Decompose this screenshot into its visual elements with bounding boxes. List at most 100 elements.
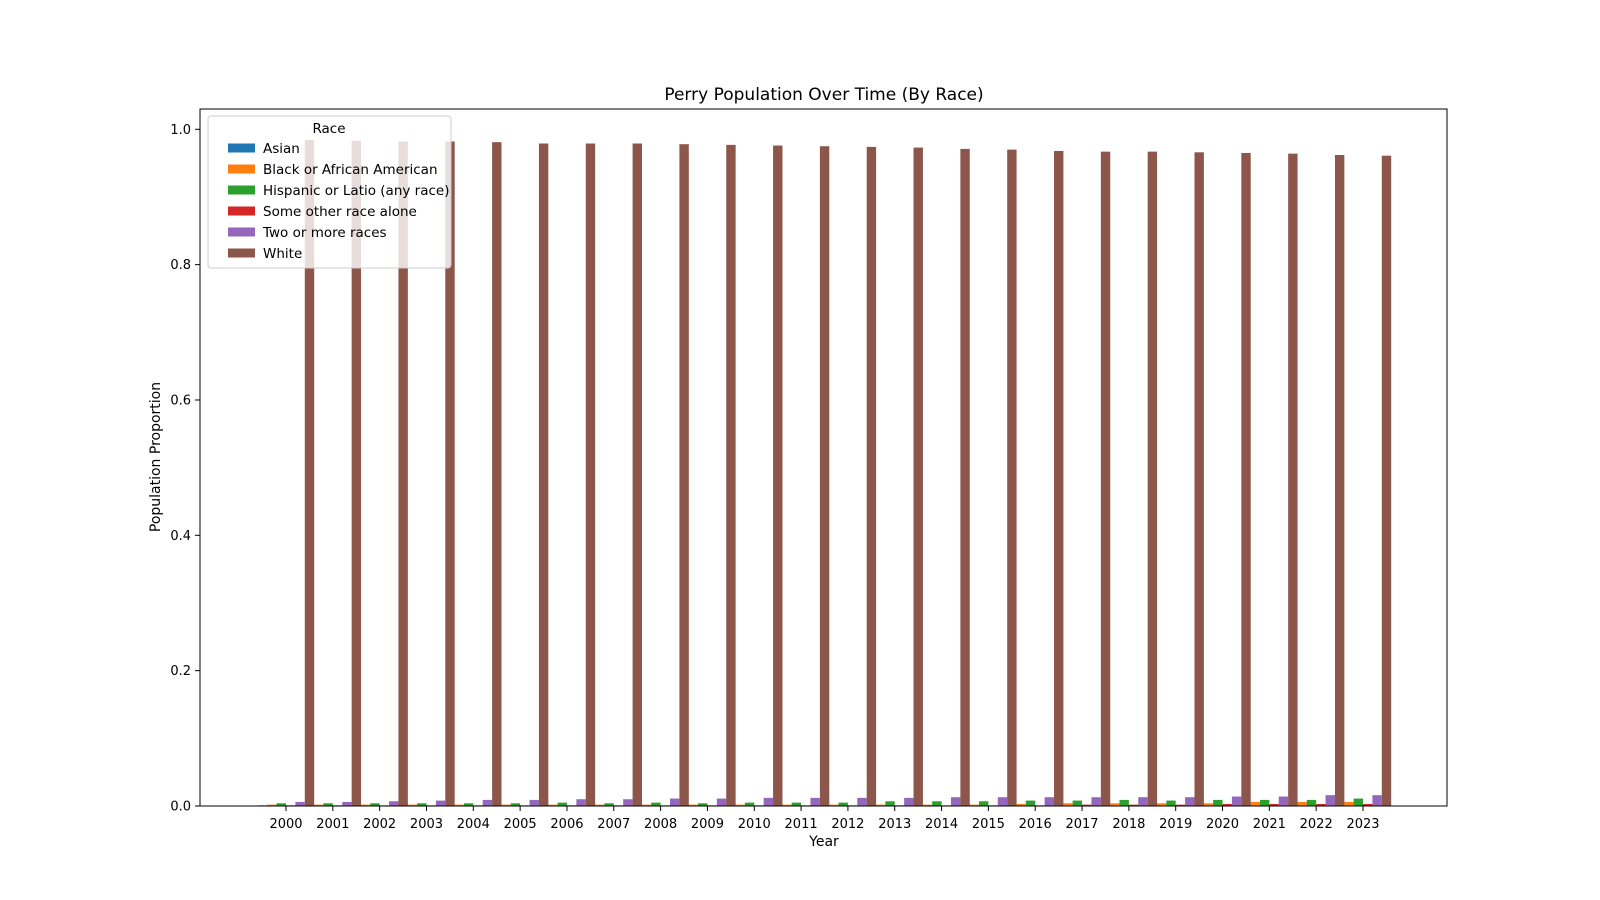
plot-frame	[199, 108, 1448, 807]
legend-label: Two or more races	[262, 225, 387, 241]
bar-two-or-more-races-2022	[1325, 795, 1335, 806]
legend-label: White	[263, 246, 302, 262]
bar-hispanic-or-latio-any-race-2005	[510, 803, 521, 806]
bar-black-or-african-american-2015	[969, 804, 979, 806]
bar-black-or-african-american-2016	[1016, 803, 1026, 806]
bar-two-or-more-races-2017	[1091, 797, 1101, 806]
bar-hispanic-or-latio-any-race-2004	[463, 803, 474, 806]
bar-two-or-more-races-2020	[1231, 796, 1242, 806]
bar-black-or-african-american-2005	[501, 804, 511, 806]
bar-some-other-race-alone-2017	[1082, 804, 1092, 806]
x-axis: 2000 2001 2002 2003 2004 2005 2006 2007 2008 2009…	[269, 806, 1380, 832]
bar-hispanic-or-latio-any-race-2023	[1353, 798, 1363, 806]
bar-black-or-african-american-2017	[1063, 803, 1073, 806]
bar-white-2008	[679, 144, 689, 806]
bar-black-or-african-american-2008	[641, 804, 652, 806]
bar-two-or-more-races-2004	[482, 799, 493, 806]
legend-swatch	[228, 206, 255, 216]
bar-hispanic-or-latio-any-race-2001	[323, 803, 333, 806]
x-tick-label: 2015	[972, 817, 1005, 832]
legend-label: Hispanic or Latio (any race)	[263, 183, 449, 199]
x-tick-label: 2019	[1159, 817, 1192, 832]
bar-hispanic-or-latio-any-race-2021	[1259, 799, 1270, 806]
legend-swatch	[228, 143, 255, 153]
x-tick-label: 2002	[363, 817, 396, 832]
bar-white-2002	[398, 141, 408, 807]
bar-some-other-race-alone-2018	[1128, 804, 1139, 806]
bar-hispanic-or-latio-any-race-2000	[276, 803, 286, 806]
y-tick-label: 0.4	[170, 529, 191, 544]
bar-two-or-more-races-2009	[716, 798, 727, 806]
bar-hispanic-or-latio-any-race-2020	[1213, 799, 1223, 806]
bar-white-2012	[866, 146, 877, 806]
bar-hispanic-or-latio-any-race-2022	[1306, 799, 1317, 806]
bar-two-or-more-races-2014	[950, 797, 961, 806]
bar-black-or-african-american-2019	[1156, 803, 1167, 806]
bar-white-2011	[819, 146, 830, 807]
legend-box	[207, 115, 452, 269]
x-tick-label: 2013	[878, 817, 911, 832]
legend-swatch	[228, 185, 255, 195]
x-tick-label: 2016	[1019, 817, 1052, 832]
bar-two-or-more-races-2018	[1138, 797, 1148, 806]
x-axis-title: Year	[808, 834, 839, 850]
bar-black-or-african-american-2000	[267, 804, 277, 806]
bar-black-or-african-american-2009	[688, 804, 699, 806]
bar-black-or-african-american-2018	[1110, 803, 1120, 806]
bar-white-2000	[304, 140, 315, 806]
bar-black-or-african-american-2003	[407, 804, 418, 806]
bar-white-2006	[585, 143, 596, 806]
x-tick-label: 2018	[1112, 817, 1145, 832]
chart-title: Perry Population Over Time (By Race)	[664, 85, 983, 105]
bar-some-other-race-alone-2023	[1363, 803, 1373, 806]
x-tick-label: 2012	[831, 817, 864, 832]
bar-black-or-african-american-2014	[922, 804, 933, 806]
bar-two-or-more-races-2002	[389, 801, 399, 806]
bar-hispanic-or-latio-any-race-2012	[838, 802, 848, 806]
x-tick-label: 2010	[738, 817, 771, 832]
bar-hispanic-or-latio-any-race-2018	[1119, 799, 1129, 806]
bars-group	[257, 140, 1392, 807]
bar-white-2022	[1334, 155, 1345, 806]
bar-white-2021	[1288, 153, 1298, 806]
x-tick-label: 2020	[1206, 817, 1239, 832]
bar-two-or-more-races-2005	[529, 799, 539, 806]
bar-white-2014	[960, 148, 970, 806]
y-tick-label: 0.6	[170, 393, 191, 408]
x-tick-label: 2004	[457, 817, 490, 832]
bar-black-or-african-american-2002	[360, 804, 371, 806]
bar-hispanic-or-latio-any-race-2008	[651, 802, 661, 806]
y-axis-title: Population Proportion	[148, 382, 164, 532]
bar-two-or-more-races-2016	[1044, 797, 1055, 806]
x-tick-label: 2007	[597, 817, 630, 832]
legend-entries: Asian Black or African American Hispanic o…	[228, 141, 449, 262]
bar-black-or-african-american-2021	[1250, 801, 1260, 806]
bar-hispanic-or-latio-any-race-2003	[417, 803, 427, 806]
bar-white-2023	[1381, 155, 1392, 806]
bar-some-other-race-alone-2019	[1175, 804, 1186, 806]
bar-hispanic-or-latio-any-race-2013	[885, 801, 895, 806]
bar-black-or-african-american-2022	[1297, 801, 1307, 806]
bar-white-2003	[445, 141, 455, 807]
bar-hispanic-or-latio-any-race-2014	[932, 801, 942, 806]
bar-hispanic-or-latio-any-race-2011	[791, 802, 802, 806]
bar-white-2020	[1241, 152, 1251, 807]
x-tick-label: 2017	[1065, 817, 1098, 832]
bar-black-or-african-american-2020	[1203, 803, 1214, 806]
y-tick-label: 0.2	[170, 664, 191, 679]
bar-some-other-race-alone-2022	[1316, 803, 1326, 806]
x-tick-label: 2022	[1300, 817, 1333, 832]
bar-white-2019	[1194, 152, 1204, 806]
bar-two-or-more-races-2013	[904, 797, 914, 806]
legend-label: Some other race alone	[263, 204, 417, 220]
legend-swatch	[228, 248, 255, 258]
legend: Race Asian Black or African American Hispa…	[207, 115, 452, 269]
bar-some-other-race-alone-2021	[1269, 803, 1279, 806]
bar-white-2010	[773, 145, 783, 807]
bar-two-or-more-races-2006	[576, 799, 586, 806]
bar-white-2015	[1007, 149, 1017, 807]
x-tick-label: 2009	[691, 817, 724, 832]
bar-black-or-african-american-2001	[314, 804, 324, 806]
bar-hispanic-or-latio-any-race-2019	[1166, 800, 1176, 806]
bar-hispanic-or-latio-any-race-2006	[557, 802, 567, 806]
